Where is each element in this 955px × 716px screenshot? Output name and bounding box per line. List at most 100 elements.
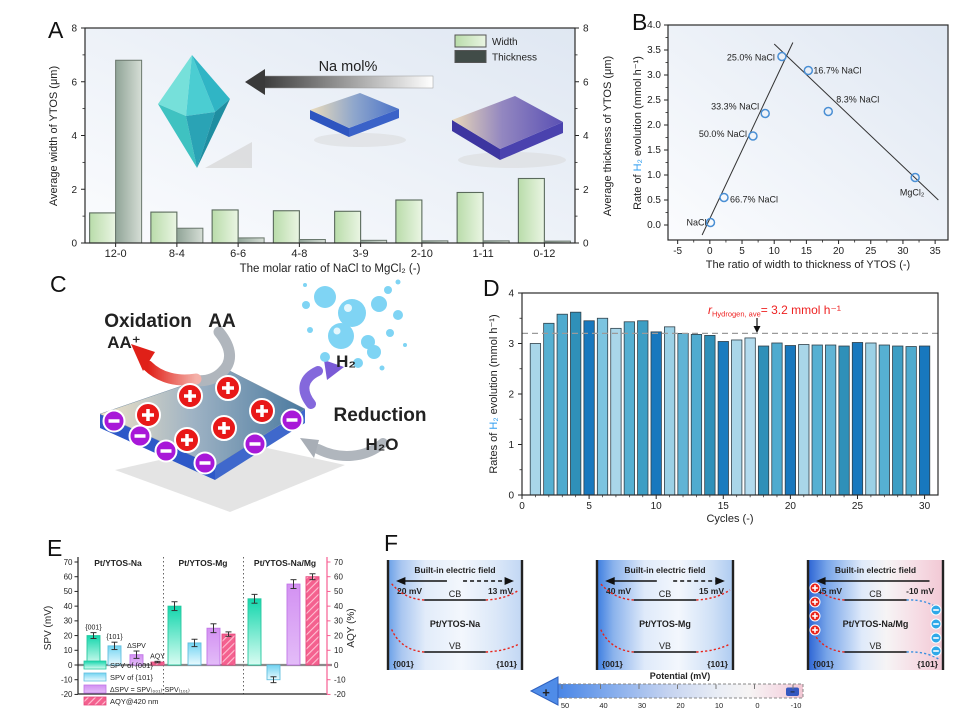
cycle-bar-18 — [757, 345, 770, 496]
trend-line — [773, 43, 939, 201]
bar-tag-label: ΔSPV — [127, 643, 146, 650]
panel-a-label: A — [48, 17, 64, 43]
colorbar-tick-label: 30 — [638, 701, 646, 710]
width-bar-2-10 — [395, 199, 423, 244]
y-tick-label: 0 — [508, 491, 514, 502]
thickness-bar-12-0 — [115, 59, 143, 244]
bubble-icon — [338, 299, 366, 327]
y-tick-label-left: 10 — [64, 646, 73, 655]
data-point-label: 25.0% NaCl — [727, 53, 775, 63]
h2o-label: H₂O — [365, 435, 398, 454]
aqy-legend-label: AQY@420 nm — [110, 697, 158, 706]
left-mv-label: 20 mV — [397, 586, 422, 596]
bar-ΔSPV = SP-g2 — [206, 627, 221, 666]
colorbar-tick-label: 10 — [715, 701, 723, 710]
y-tick-label-right: 2 — [583, 185, 589, 196]
bipyramid-facet — [197, 99, 230, 168]
y-tick-label-left: -20 — [61, 690, 73, 699]
y-tick-label: 1 — [508, 440, 514, 451]
panel-e-ylabel-right: AQY (%) — [346, 608, 357, 647]
x-tick-label: 30 — [919, 501, 931, 512]
panel-e: E {001} {101} ΔSPV AQY 70 70 60 60 50 50 40 40 30 30 2… — [43, 535, 357, 706]
y-tick-label-left: 8 — [71, 24, 77, 35]
cb-bend-left — [390, 582, 425, 601]
plate-edge — [500, 122, 563, 160]
bipyramid-facet — [158, 55, 192, 116]
cycle-bar-11 — [664, 326, 676, 496]
annotation-arrow-head — [753, 326, 761, 333]
bubble-icon — [393, 310, 403, 320]
x-tick-label: 15 — [718, 501, 730, 512]
field-arrow-head — [396, 577, 406, 585]
x-tick-label: 0 — [707, 246, 713, 257]
width-legend-swatch — [454, 34, 487, 48]
x-category-label: 1-11 — [473, 248, 494, 260]
y-tick-label: 3 — [508, 339, 514, 350]
group-label-pt-ytos-na-mg: Pt/YTOS-Na/Mg — [254, 558, 316, 568]
panel-a-ylabel-right: Average thickness of YTOS (μm) — [602, 56, 614, 216]
data-point-label: 66.7% NaCl — [730, 195, 778, 205]
cb-bend-right — [485, 589, 520, 601]
cycle-bar-17 — [744, 337, 756, 496]
x-tick-label: 10 — [769, 246, 781, 257]
cycle-bar-9 — [637, 320, 649, 496]
cb-label: CB — [869, 589, 882, 599]
built-in-field-title: Built-in electric field — [414, 565, 495, 575]
bar-AQY@420 n-g2 — [221, 633, 236, 666]
y-tick-label-left: 40 — [64, 602, 73, 611]
panel-f: F Built-in electric field 20 mV 13 mV CB VB P… — [384, 530, 945, 710]
y-tick-label-left: 0 — [71, 239, 77, 250]
cycle-bar-22 — [811, 344, 823, 496]
y-tick-label-left: 0 — [68, 661, 73, 670]
vb-label: VB — [449, 641, 461, 651]
average-rate-annotation: rHydrogen, ave= 3.2 mmol h⁻¹ — [708, 303, 841, 319]
y-tick-label: 4.0 — [647, 20, 661, 31]
panel-a-frame — [84, 27, 576, 244]
band-diagram-2 — [597, 560, 733, 670]
legend-a: Width Thickness — [454, 34, 537, 64]
y-tick-label-right: 0 — [334, 661, 339, 670]
cycle-bar-28 — [892, 345, 904, 496]
x-tick-label: 25 — [865, 246, 877, 257]
plate-top — [310, 93, 399, 128]
y-tick-label-left: 30 — [64, 617, 73, 626]
bubble-icon — [386, 329, 394, 337]
bar-SPV of {0-g2 — [167, 605, 182, 666]
thickness-bar-6-6 — [237, 237, 265, 244]
panel-d-frame — [521, 292, 939, 496]
data-point-label: 50.0% NaCl — [699, 129, 747, 139]
right-mv-label: 15 mV — [699, 586, 724, 596]
negative-charges — [102, 408, 304, 475]
x-tick-label: 30 — [897, 246, 909, 257]
delta-spv-legend-swatch — [83, 684, 107, 694]
field-arrow-head — [504, 577, 514, 585]
bipyramid-facet — [186, 55, 215, 116]
bubble-icon — [328, 323, 354, 349]
x-tick-label: -5 — [673, 246, 682, 257]
right-mv-label: -10 mV — [906, 586, 934, 596]
material-name-label: Pt/YTOS-Na/Mg — [843, 619, 909, 629]
left-facet-label: {001} — [393, 659, 414, 669]
bar-ΔSPV = SP-g3 — [286, 583, 301, 666]
cycle-bar-1 — [529, 343, 542, 496]
bar-tag-label: {101} — [106, 634, 123, 641]
x-tick-label: 20 — [833, 246, 845, 257]
cycle-bar-30 — [918, 345, 931, 496]
field-arrow-head — [715, 577, 725, 585]
bar-SPV of {0-g1 — [86, 635, 101, 666]
vb-label: VB — [659, 641, 671, 651]
thickness-legend-label: Thickness — [492, 53, 537, 64]
trend-line — [701, 42, 794, 236]
y-tick-label-left: 70 — [64, 558, 73, 567]
cycle-bar-4 — [570, 311, 582, 496]
cycle-bar-25 — [851, 342, 864, 496]
y-tick-label: 1.0 — [647, 170, 661, 181]
cycle-bar-16 — [731, 339, 743, 496]
right-facet-label: {101} — [917, 659, 938, 669]
x-category-label: 12-0 — [105, 248, 127, 260]
panel-c: C Oxidation AA AA⁺ H₂ Reduction — [50, 271, 426, 512]
data-point-50.0% NaCl — [748, 131, 758, 141]
data-point-label: NaCl — [686, 218, 706, 228]
